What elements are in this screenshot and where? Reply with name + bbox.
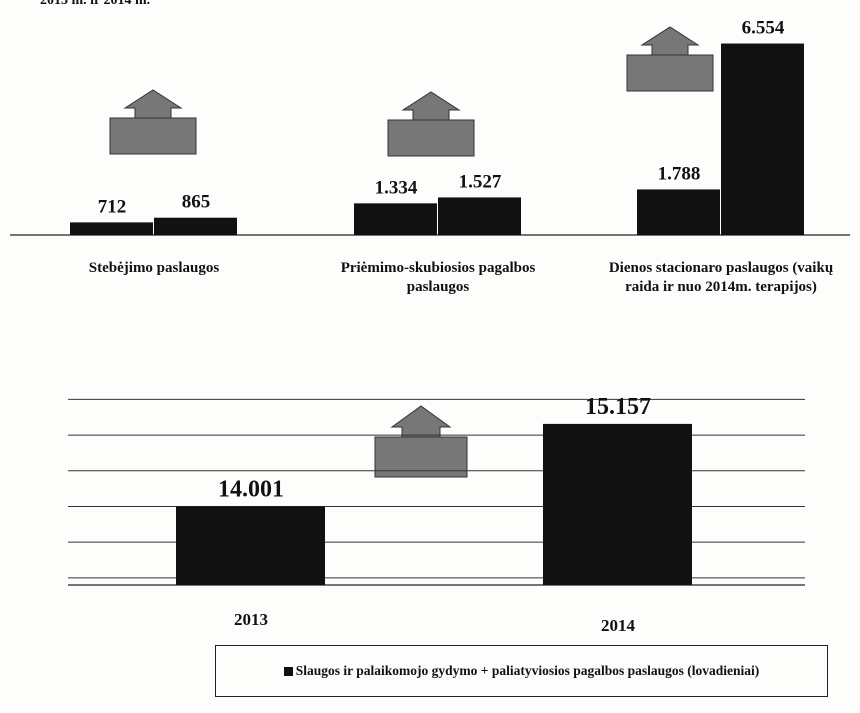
legend-label: Slaugos ir palaikomojo gydymo + paliatyv… bbox=[295, 663, 760, 678]
bar bbox=[438, 197, 521, 235]
legend: Slaugos ir palaikomojo gydymo + paliatyv… bbox=[215, 645, 828, 697]
data-label: 14.001 bbox=[218, 476, 284, 502]
data-label: 1.788 bbox=[658, 163, 701, 184]
legend-swatch bbox=[283, 666, 293, 676]
bar bbox=[154, 217, 237, 235]
bar bbox=[70, 222, 153, 235]
chart-subtitle: 2013 m. ir 2014 m. bbox=[40, 0, 150, 8]
bar bbox=[543, 423, 692, 585]
data-label: 1.334 bbox=[375, 177, 418, 198]
data-label: 15.157 bbox=[585, 394, 651, 420]
x-tick-label: Stebėjimo paslaugos bbox=[88, 260, 220, 276]
data-label: 1.527 bbox=[459, 171, 502, 192]
x-tick-label: Dienos stacionaro paslaugos (vaikų raida… bbox=[608, 260, 834, 295]
bar bbox=[721, 43, 804, 235]
x-tick-label: 2014 bbox=[601, 616, 636, 635]
bar bbox=[176, 506, 325, 585]
x-tick-label: 2013 bbox=[234, 610, 268, 629]
data-label: 712 bbox=[98, 196, 127, 217]
data-label: 6.554 bbox=[742, 18, 785, 39]
data-label: 865 bbox=[182, 192, 211, 213]
bar bbox=[354, 203, 437, 235]
x-tick-label: Priėmimo-skubiosios pagalbos paslaugos bbox=[340, 260, 536, 295]
bar bbox=[637, 189, 720, 235]
